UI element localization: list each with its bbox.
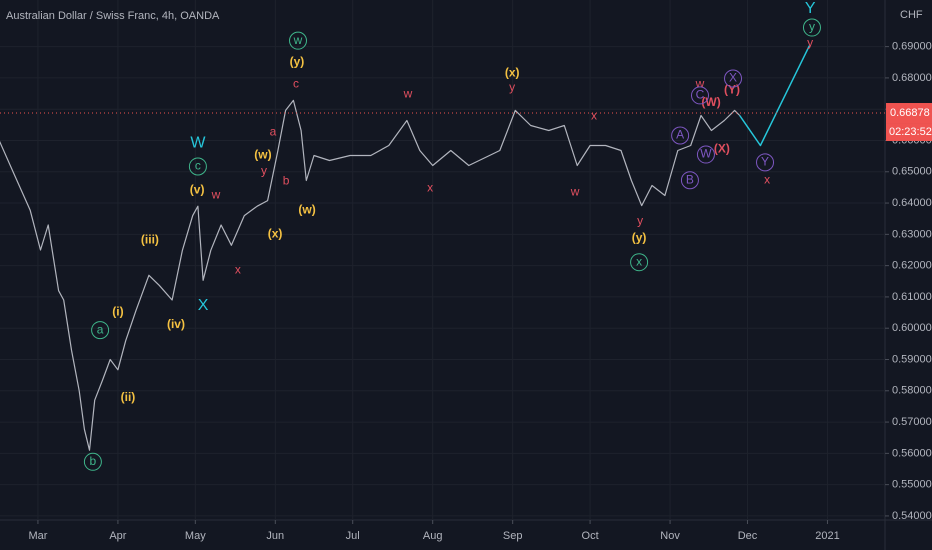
wave-label: (W) [701, 95, 720, 109]
annotation-circle [188, 157, 207, 176]
y-tick-label: 0.57000 [892, 416, 932, 428]
wave-label: Y [761, 155, 769, 169]
x-tick-label: Apr [109, 530, 126, 542]
price-line [739, 45, 811, 147]
annotation-circle [756, 153, 775, 172]
x-tick-label: Mar [28, 530, 47, 542]
y-tick-label: 0.68000 [892, 72, 932, 84]
x-tick-label: May [185, 530, 206, 542]
x-tick-label: 2021 [815, 530, 839, 542]
y-tick-label: 0.60000 [892, 322, 932, 334]
wave-label: y [509, 80, 515, 94]
annotation-circle [724, 69, 743, 88]
x-tick-label: Jun [266, 530, 284, 542]
wave-label: x [235, 262, 241, 276]
annotation-circle [696, 145, 715, 164]
wave-label: (iv) [167, 317, 185, 331]
wave-label: (iii) [141, 232, 159, 246]
wave-label: w [293, 33, 303, 47]
wave-label: B [686, 172, 694, 186]
wave-label: X [198, 297, 209, 314]
wave-label: c [195, 159, 201, 173]
chart-title: Australian Dollar / Swiss Franc, 4h, OAN… [6, 10, 220, 22]
wave-label: Y [805, 0, 816, 17]
y-tick-label: 0.56000 [892, 447, 932, 459]
wave-label: (w) [298, 202, 315, 216]
y-tick-label: 0.58000 [892, 385, 932, 397]
wave-label: y [261, 164, 267, 178]
annotation-circle [630, 253, 649, 272]
wave-label: w [211, 187, 221, 201]
currency: CHF [900, 9, 923, 21]
price-line [0, 99, 741, 451]
annotation-circle [289, 31, 308, 50]
y-tick-label: 0.59000 [892, 353, 932, 365]
wave-label: x [636, 254, 642, 268]
wave-label: y [807, 36, 813, 50]
annotation-circle [83, 452, 102, 471]
y-tick-label: 0.61000 [892, 291, 932, 303]
wave-label: w [695, 77, 705, 91]
annotation-circle [671, 126, 690, 145]
last-price-box [886, 103, 932, 124]
wave-label: A [676, 128, 684, 142]
wave-label: (x) [505, 66, 520, 80]
y-tick-label: 0.69000 [892, 41, 932, 53]
wave-label: (ii) [121, 390, 136, 404]
wave-label: b [283, 174, 290, 188]
wave-label: W [190, 135, 206, 152]
x-tick-label: Sep [503, 530, 523, 542]
wave-label: x [591, 109, 597, 123]
countdown-label: 02:23:52 [889, 126, 932, 138]
x-tick-label: Jul [346, 530, 360, 542]
wave-label: x [427, 181, 433, 195]
wave-label: b [90, 454, 97, 468]
wave-label: x [764, 172, 770, 186]
wave-label: C [696, 88, 705, 102]
x-tick-label: Aug [423, 530, 443, 542]
annotation-circle [802, 18, 821, 37]
wave-label: X [729, 71, 737, 85]
annotation-circle [91, 321, 110, 340]
wave-label: (w) [254, 148, 271, 162]
last-price-label: 0.66878 [890, 107, 930, 119]
y-tick-label: 0.55000 [892, 479, 932, 491]
wave-label: a [270, 125, 277, 139]
wave-label: (v) [190, 182, 205, 196]
wave-label: a [97, 322, 104, 336]
wave-label: (y) [632, 231, 647, 245]
wave-label: y [809, 20, 815, 34]
wave-label: w [570, 185, 580, 199]
y-tick-label: 0.65000 [892, 166, 932, 178]
wave-label: (i) [112, 304, 123, 318]
wave-label: (x) [268, 227, 283, 241]
y-tick-label: 0.62000 [892, 260, 932, 272]
annotation-circle [680, 171, 699, 190]
wave-label: W [700, 147, 712, 161]
countdown-box [886, 123, 932, 142]
x-tick-label: Dec [738, 530, 758, 542]
x-tick-label: Oct [582, 530, 599, 542]
y-tick-label: 0.64000 [892, 197, 932, 209]
wave-label: (X) [714, 142, 730, 156]
y-tick-label: 0.54000 [892, 510, 932, 522]
y-tick-label: 0.63000 [892, 228, 932, 240]
wave-label: c [293, 77, 299, 91]
x-tick-label: Nov [660, 530, 680, 542]
wave-label: w [403, 87, 413, 101]
annotation-circle [691, 86, 710, 105]
wave-label: (y) [290, 55, 305, 69]
wave-label: y [637, 213, 643, 227]
